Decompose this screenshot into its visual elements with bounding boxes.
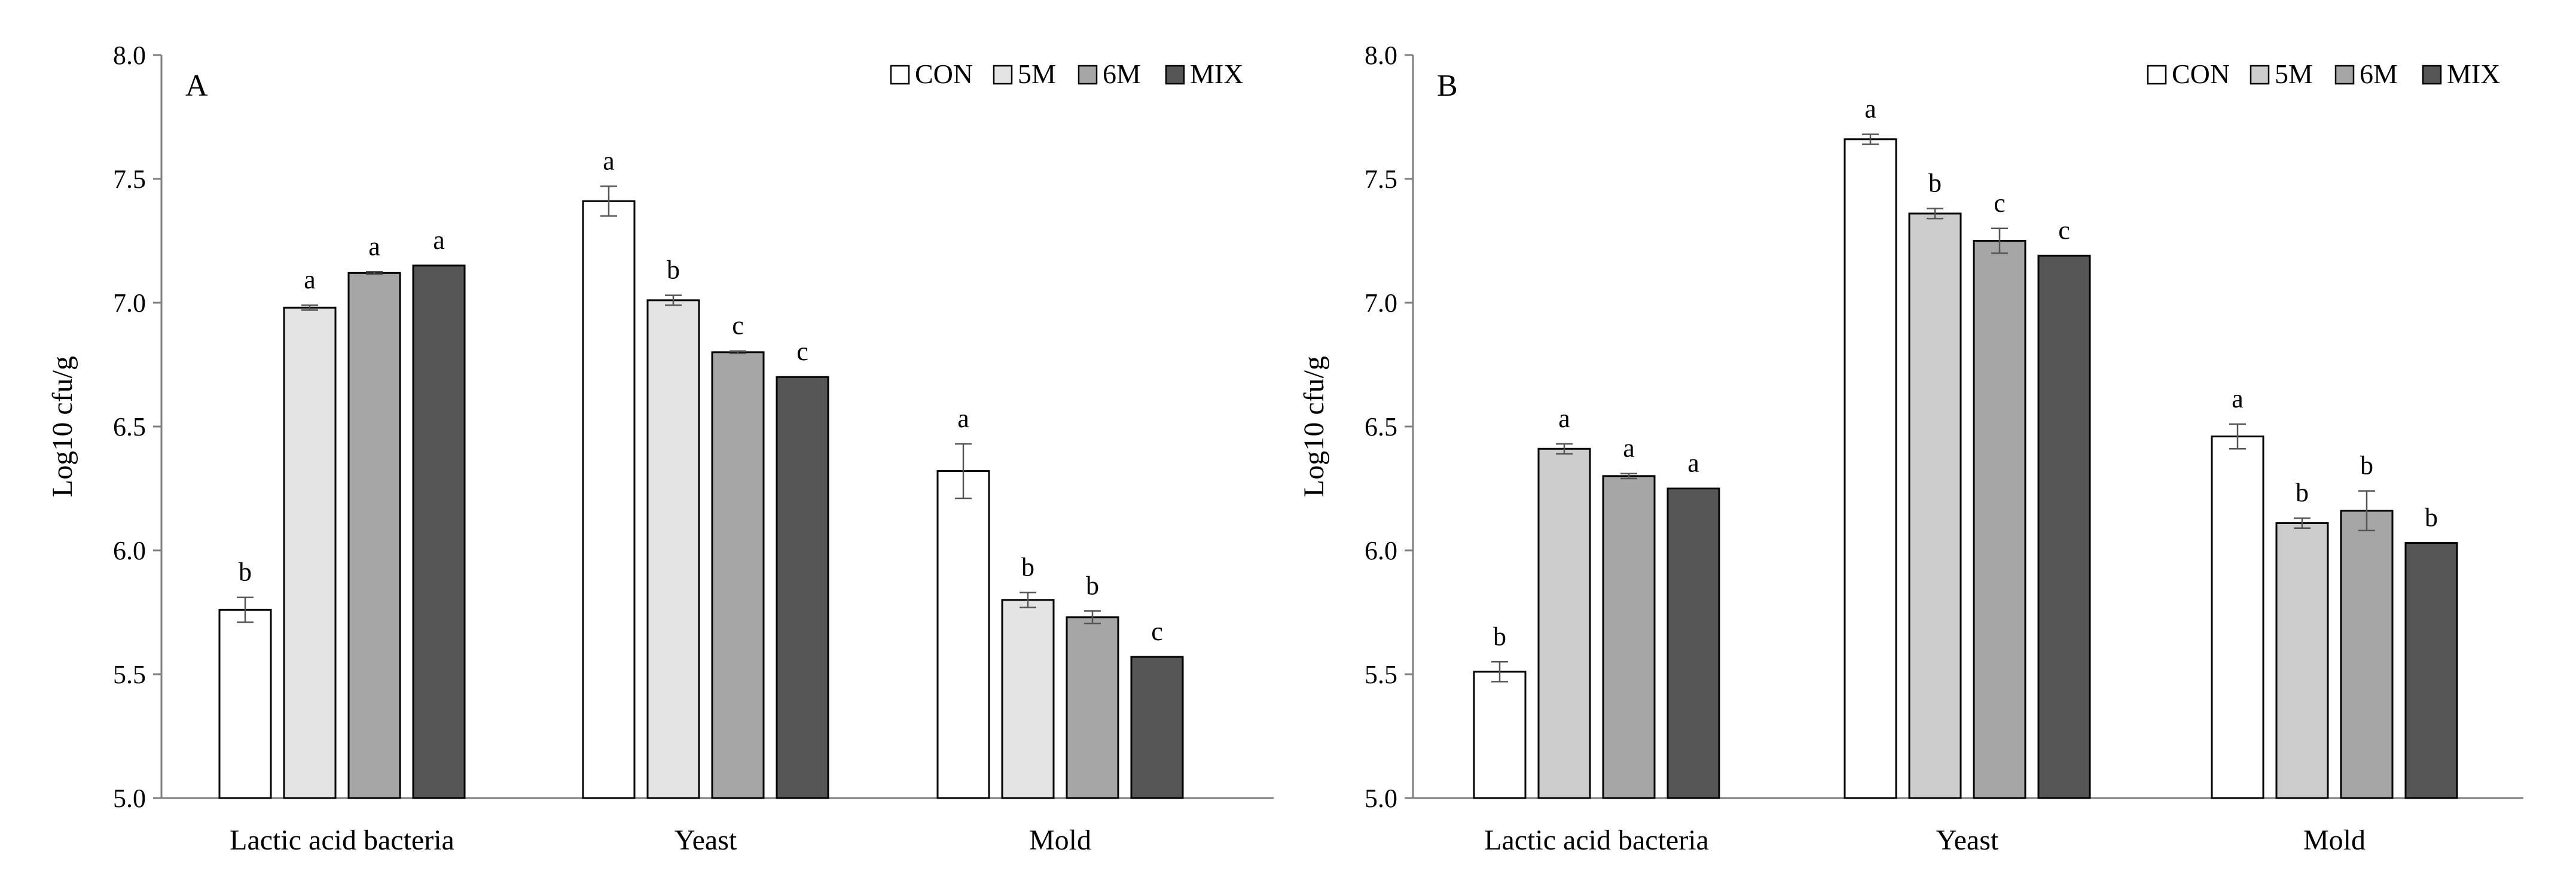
bar-con	[582, 200, 636, 799]
y-tick-label: 7.0	[113, 288, 146, 318]
y-tick-label: 8.0	[113, 41, 146, 70]
bar-5m	[283, 306, 337, 799]
panel-label: A	[185, 69, 208, 103]
bar-5m	[2275, 522, 2329, 799]
legend-label-5m: 5M	[1018, 59, 1056, 89]
bar-mix	[412, 264, 466, 799]
legend: CON 5M 6M MIX	[2147, 59, 2500, 89]
legend-label-6m: 6M	[2360, 59, 2398, 89]
significance-letter: a	[1687, 449, 1699, 478]
x-tick-label: Mold	[1029, 824, 1091, 856]
x-tick-label: Yeast	[1936, 824, 1999, 856]
legend-swatch-con	[890, 65, 910, 85]
significance-letter: c	[2058, 215, 2070, 245]
bar-6m	[1602, 475, 1656, 799]
y-axis-title: Log10 cfu/g	[1298, 356, 1330, 497]
significance-letter: a	[368, 232, 380, 261]
x-tick-label: Lactic acid bacteria	[230, 824, 454, 856]
bar-6m	[2340, 510, 2394, 799]
y-tick-label: 6.0	[1365, 536, 1397, 565]
y-tick-label: 8.0	[1365, 41, 1397, 70]
legend-label-con: CON	[2172, 59, 2230, 89]
x-tick-label: Yeast	[674, 824, 737, 856]
bar-6m	[711, 351, 765, 799]
legend-label-6m: 6M	[1103, 59, 1141, 89]
significance-letter: b	[1086, 571, 1099, 600]
legend: CON 5M 6M MIX	[890, 59, 1243, 89]
significance-letter: b	[2296, 478, 2309, 507]
legend-swatch-mix	[1165, 65, 1185, 85]
significance-letter: a	[304, 265, 316, 294]
y-axis-title: Log10 cfu/g	[47, 356, 78, 497]
y-tick-label: 7.5	[1365, 165, 1397, 194]
legend-swatch-con	[2147, 65, 2167, 85]
legend-label-mix: MIX	[1190, 59, 1243, 89]
bar-5m	[1001, 599, 1055, 799]
x-tick-label: Mold	[2303, 824, 2366, 856]
significance-letter: b	[239, 558, 252, 587]
significance-letter: b	[1021, 552, 1034, 581]
bar-con	[1473, 671, 1527, 799]
significance-letter: a	[603, 146, 615, 175]
x-tick-label: Lactic acid bacteria	[1484, 824, 1709, 856]
significance-letter: a	[1558, 404, 1570, 433]
significance-letter: c	[1994, 188, 2006, 218]
bar-con	[2211, 436, 2264, 799]
chart-panel-a: 5.0 5.5 6.0 6.5 7.0 7.5 8.0 Log10 cfu/g Ab a a a Lac…	[47, 41, 1274, 856]
bar-mix	[2037, 254, 2091, 799]
legend-swatch-5m	[2250, 65, 2270, 85]
bar-6m	[1066, 616, 1119, 799]
legend-swatch-mix	[2422, 65, 2442, 85]
significance-letter: b	[1928, 169, 1942, 198]
legend-label-5m: 5M	[2275, 59, 2313, 89]
y-tick-label: 5.0	[1365, 784, 1397, 813]
y-tick-label: 6.5	[1365, 412, 1397, 441]
bar-5m	[1537, 447, 1591, 799]
legend-swatch-5m	[993, 65, 1013, 85]
significance-letter: b	[1493, 622, 1506, 651]
y-tick-label: 7.5	[113, 165, 146, 194]
bar-con	[218, 608, 272, 799]
legend-label-mix: MIX	[2447, 59, 2500, 89]
bar-6m	[1973, 240, 2026, 799]
significance-letter: a	[1623, 434, 1635, 463]
significance-letter: a	[1864, 94, 1876, 123]
bar-con	[1844, 138, 1897, 799]
bar-5m	[1908, 212, 1962, 799]
y-tick-label: 5.5	[1365, 660, 1397, 689]
significance-letter: c	[796, 337, 808, 366]
y-tick-label: 6.0	[113, 536, 146, 565]
y-tick-label: 6.5	[113, 412, 146, 441]
significance-letter: b	[2425, 503, 2438, 532]
y-tick-label: 7.0	[1365, 288, 1397, 318]
chart-panel-b: 5.0 5.5 6.0 6.5 7.0 7.5 8.0 Log10 cfu/g Bb a a a Lac…	[1298, 41, 2523, 856]
significance-letter: b	[2360, 451, 2373, 480]
bar-mix	[1130, 656, 1184, 799]
legend-swatch-6m	[1078, 65, 1098, 85]
significance-letter: a	[2232, 384, 2244, 413]
bar-mix	[2404, 542, 2458, 799]
bar-6m	[347, 272, 401, 799]
y-tick-label: 5.5	[113, 660, 146, 689]
significance-letter: a	[433, 226, 445, 255]
significance-letter: c	[732, 311, 744, 340]
significance-letter: b	[667, 255, 680, 285]
y-tick-label: 5.0	[113, 784, 146, 813]
bar-mix	[1667, 488, 1720, 799]
legend-swatch-6m	[2334, 65, 2355, 85]
bar-5m	[646, 299, 700, 799]
bar-con	[936, 470, 990, 799]
panel-label: B	[1437, 69, 1458, 103]
significance-letter: a	[957, 404, 969, 433]
bar-mix	[776, 376, 829, 799]
legend-label-con: CON	[915, 59, 973, 89]
significance-letter: c	[1151, 617, 1163, 646]
